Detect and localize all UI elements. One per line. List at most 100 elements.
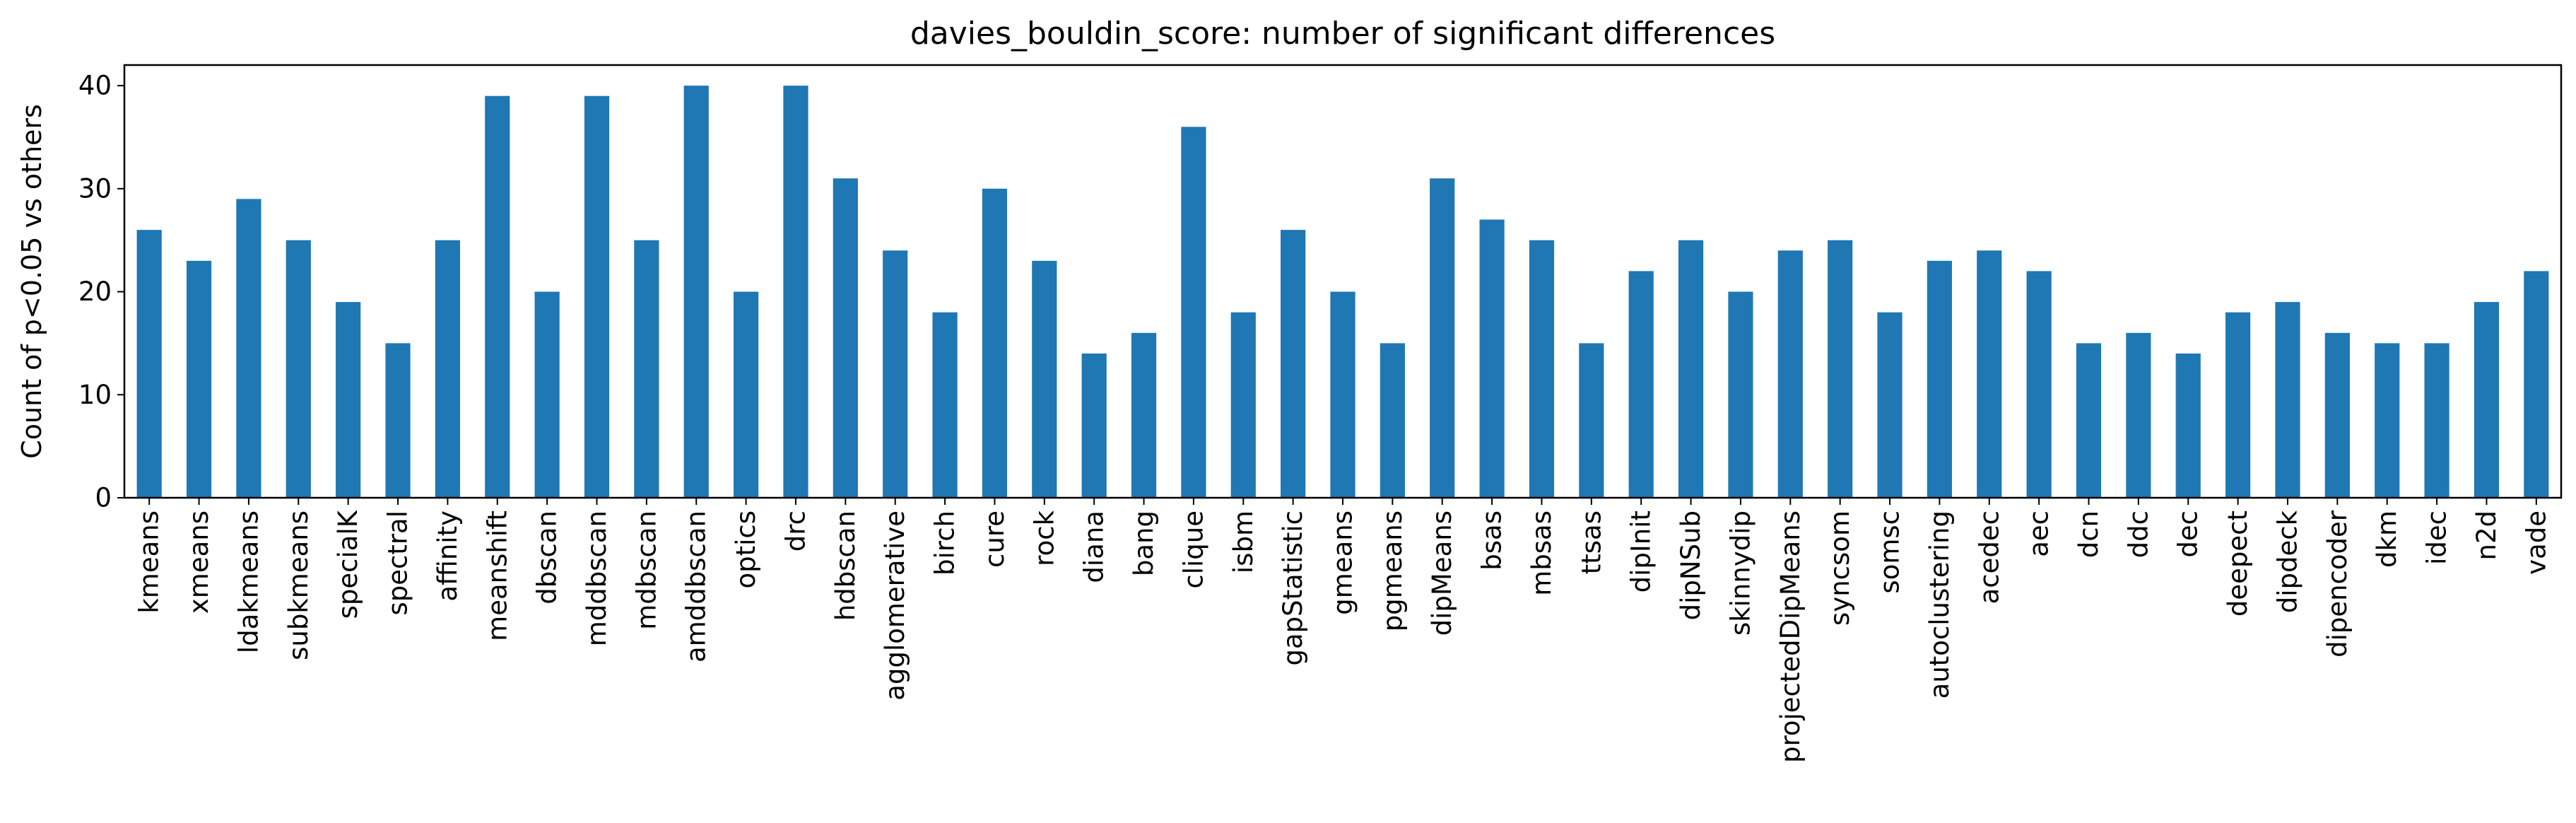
bar-ddc	[2126, 332, 2151, 498]
bar-mdbscan	[634, 240, 659, 498]
x-tick-label: dcn	[2074, 510, 2104, 558]
x-tick-label: bsas	[1477, 510, 1507, 571]
x-tick-label: projectedDipMeans	[1775, 510, 1806, 763]
x-tick-label: syncsom	[1825, 510, 1855, 626]
bar-acedec	[1977, 250, 2002, 498]
x-tick-label: isbm	[1228, 510, 1259, 573]
x-tick-label: affinity	[433, 510, 463, 602]
x-tick-label: ttsas	[1576, 510, 1606, 574]
bar-agglomerative	[883, 250, 908, 498]
y-tick-label: 40	[78, 71, 112, 101]
x-tick-label: cure	[980, 510, 1010, 568]
x-tick-label: acedec	[1974, 510, 2004, 604]
x-tick-label: dipdeck	[2272, 510, 2302, 613]
y-axis: 0 10 20 30 40	[78, 71, 124, 513]
x-tick-label: gmeans	[1328, 510, 1358, 615]
x-tick-label: idec	[2422, 510, 2452, 565]
bar-idec	[2424, 343, 2449, 498]
x-tick-label: mddbscan	[582, 510, 612, 646]
x-tick-label: vade	[2521, 510, 2551, 575]
bar-bsas	[1479, 219, 1505, 498]
bar-amddbscan	[683, 86, 709, 498]
x-tick-label: xmeans	[184, 510, 214, 614]
x-tick-label: dbscan	[532, 510, 563, 605]
bar-kmeans	[136, 230, 162, 498]
y-tick-label: 30	[78, 173, 112, 204]
bar-ttsas	[1579, 343, 1604, 498]
bar-pgmeans	[1380, 343, 1405, 498]
bar-gmeans	[1330, 291, 1355, 498]
x-tick-label: dipMeans	[1427, 510, 1457, 636]
bar-dcn	[2076, 343, 2102, 498]
x-tick-label: pgmeans	[1377, 510, 1408, 631]
bar-drc	[783, 86, 808, 498]
x-tick-label: mdbscan	[631, 510, 661, 630]
bar-isbm	[1230, 312, 1256, 498]
x-tick-label: dec	[2173, 510, 2204, 558]
x-tick-label: spectral	[383, 510, 413, 616]
x-tick-label: amddbscan	[681, 510, 712, 663]
bar-projectedDipMeans	[1777, 250, 1803, 498]
x-tick-label: autoclustering	[1924, 510, 1955, 699]
x-axis: kmeans xmeans ldakmeans subkmeans specialK sp…	[134, 498, 2551, 763]
x-tick-label: deepect	[2223, 510, 2253, 617]
bar-affinity	[435, 240, 460, 498]
x-tick-label: specialK	[333, 509, 363, 619]
x-tick-label: dkm	[2372, 510, 2402, 568]
x-tick-label: drc	[780, 510, 811, 551]
bar-dec	[2175, 354, 2201, 498]
bar-rock	[1032, 260, 1057, 498]
bar-mbsas	[1529, 240, 1555, 498]
bar-cure	[982, 188, 1008, 498]
bar-gapStatistic	[1281, 230, 1306, 498]
y-tick-label: 0	[95, 483, 112, 513]
x-tick-label: hdbscan	[830, 510, 861, 621]
x-tick-label: skinnydip	[1725, 510, 1755, 636]
x-tick-label: ddc	[2123, 510, 2153, 558]
bar-dbscan	[534, 291, 560, 498]
bar-syncsom	[1828, 240, 1853, 498]
x-tick-label: ldakmeans	[233, 510, 264, 653]
bar-mddbscan	[584, 95, 610, 498]
x-tick-label: dipNSub	[1676, 510, 1706, 620]
x-tick-label: optics	[731, 510, 761, 589]
bar-spectral	[385, 343, 411, 498]
bar-somsc	[1877, 312, 1902, 498]
bar-dipMeans	[1430, 178, 1455, 498]
x-tick-label: birch	[930, 510, 960, 576]
bar-hdbscan	[833, 178, 858, 498]
bar-dipNSub	[1678, 240, 1704, 498]
bar-vade	[2524, 271, 2549, 498]
x-tick-label: dipInit	[1626, 510, 1657, 593]
bar-optics	[734, 291, 759, 498]
bar-autoclustering	[1927, 260, 1952, 498]
y-tick-label: 20	[78, 276, 112, 307]
x-tick-label: somsc	[1875, 510, 1905, 594]
bar-deepect	[2225, 312, 2251, 498]
x-tick-label: subkmeans	[283, 510, 314, 660]
bar-ldakmeans	[236, 199, 261, 498]
bar-meanshift	[485, 95, 510, 498]
bar-specialK	[336, 302, 361, 498]
bar-dipInit	[1628, 271, 1654, 498]
x-tick-label: mbsas	[1527, 510, 1557, 596]
y-axis-label: Count of p<0.05 vs others	[16, 104, 47, 459]
bar-bang	[1131, 332, 1157, 498]
plot-frame	[123, 64, 2563, 499]
bar-clique	[1181, 127, 1206, 498]
x-tick-label: clique	[1178, 510, 1208, 589]
bar-diana	[1081, 354, 1107, 498]
x-tick-label: kmeans	[134, 510, 165, 614]
bar-dkm	[2375, 343, 2400, 498]
x-tick-label: diana	[1079, 510, 1110, 583]
x-tick-label: aec	[2024, 510, 2054, 557]
bars-group	[136, 86, 2549, 498]
x-tick-label: n2d	[2471, 510, 2502, 560]
bar-xmeans	[186, 260, 212, 498]
bar-subkmeans	[286, 240, 311, 498]
y-tick-label: 10	[78, 380, 112, 410]
bar-birch	[932, 312, 958, 498]
x-tick-label: agglomerative	[880, 510, 910, 701]
x-tick-label: gapStatistic	[1278, 510, 1308, 666]
